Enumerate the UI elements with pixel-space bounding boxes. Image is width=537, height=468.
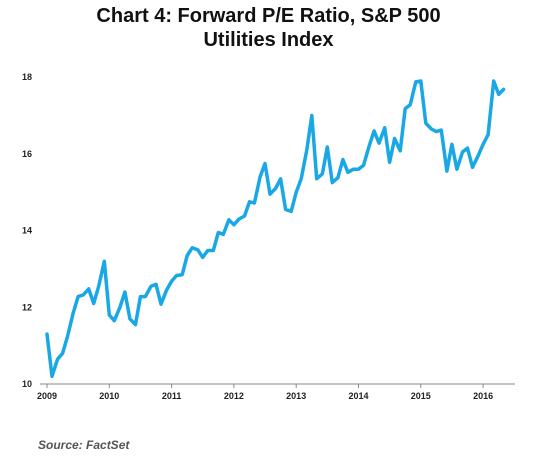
x-tick-label: 2012 <box>224 391 244 401</box>
series-line <box>45 79 506 379</box>
series-group <box>45 79 506 379</box>
x-tick-label: 2015 <box>411 391 431 401</box>
y-tick-label: 14 <box>22 226 32 236</box>
x-tick-label: 2011 <box>162 391 182 401</box>
x-tick-label: 2014 <box>348 391 368 401</box>
y-axis-ticks: 10 12 14 16 18 <box>22 72 32 389</box>
y-tick-label: 16 <box>22 149 32 159</box>
x-tick-label: 2010 <box>99 391 119 401</box>
y-tick-label: 12 <box>22 302 32 312</box>
x-tick-label: 2009 <box>37 391 57 401</box>
chart-title: Chart 4: Forward P/E Ratio, S&P 500 Util… <box>0 4 537 52</box>
x-tick-label: 2016 <box>473 391 493 401</box>
y-tick-label: 10 <box>22 379 32 389</box>
x-tick-label: 2013 <box>286 391 306 401</box>
y-tick-label: 18 <box>22 72 32 82</box>
chart-title-line-1: Chart 4: Forward P/E Ratio, S&P 500 <box>96 5 441 27</box>
chart-title-line-2: Utilities Index <box>203 29 334 51</box>
x-axis-ticks: 2009 2010 2011 2012 2013 2014 2015 2016 <box>37 384 493 401</box>
source-note: Source: FactSet <box>38 438 130 452</box>
